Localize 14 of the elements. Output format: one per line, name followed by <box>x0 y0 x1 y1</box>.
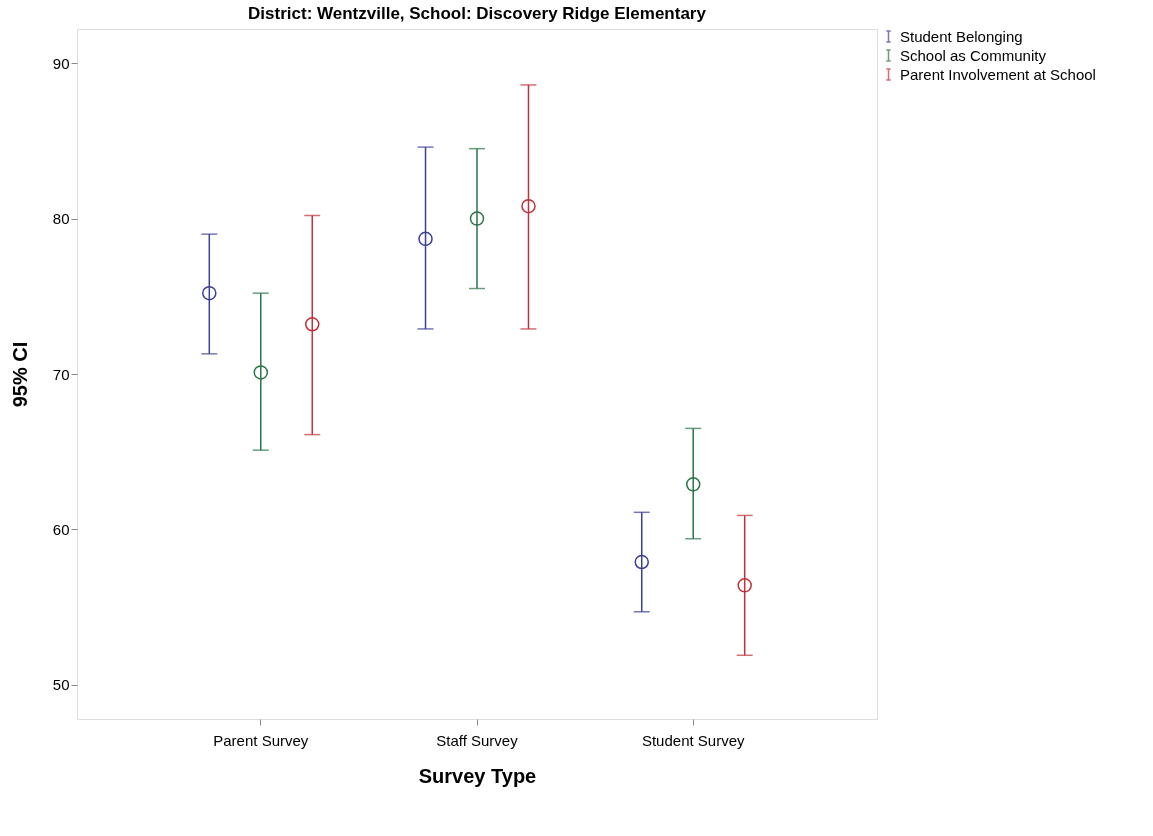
x-tick-label: Staff Survey <box>436 731 519 749</box>
y-axis-title: 95% CI <box>8 341 31 408</box>
x-tick-label: Parent Survey <box>213 731 309 749</box>
legend-label: Student Belonging <box>900 27 1023 45</box>
y-tick-label: 70 <box>52 365 70 383</box>
x-axis-title: Survey Type <box>418 764 537 787</box>
x-tick-label: Student Survey <box>641 731 745 749</box>
y-tick-label: 50 <box>52 676 70 694</box>
y-tick-label: 80 <box>52 210 70 228</box>
y-tick-label: 90 <box>52 54 70 72</box>
chart-title: District: Wentzville, School: Discovery Ridge Elementary <box>248 4 707 23</box>
y-tick-label: 60 <box>52 520 70 538</box>
legend-label: Parent Involvement at School <box>900 65 1096 83</box>
legend-label: School as Community <box>900 46 1047 64</box>
